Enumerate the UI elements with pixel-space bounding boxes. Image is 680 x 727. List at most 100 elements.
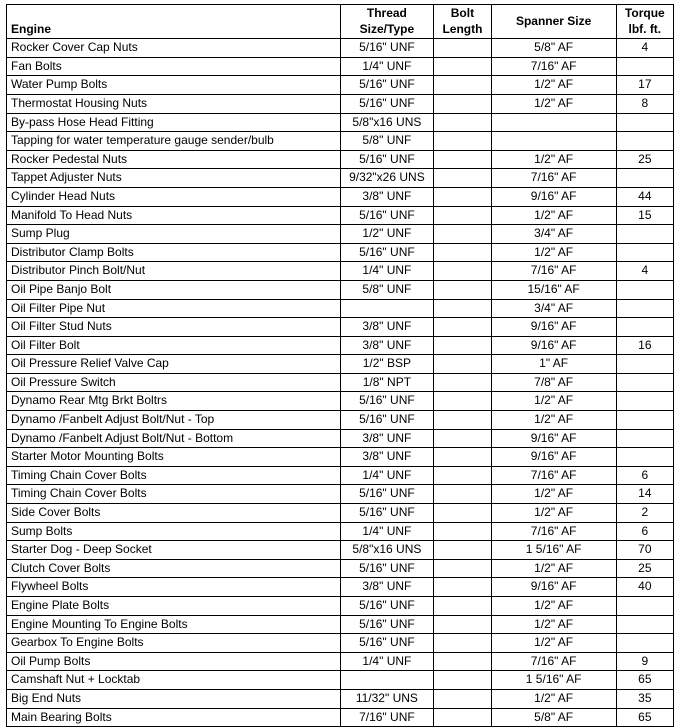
cell-engine: Dynamo Rear Mtg Brkt Boltrs — [7, 392, 341, 411]
table-row: Dynamo Rear Mtg Brkt Boltrs5/16" UNF1/2"… — [7, 392, 674, 411]
cell-bolt — [434, 355, 491, 374]
cell-thread: 5/16" UNF — [340, 504, 434, 523]
cell-engine: Fan Bolts — [7, 57, 341, 76]
col-header-thread: ThreadSize/Type — [340, 5, 434, 39]
cell-bolt — [434, 299, 491, 318]
cell-spanner: 3/4" AF — [491, 225, 616, 244]
cell-thread: 5/16" UNF — [340, 94, 434, 113]
table-row: Rocker Cover Cap Nuts5/16" UNF5/8" AF4 — [7, 39, 674, 58]
cell-bolt — [434, 243, 491, 262]
table-row: Timing Chain Cover Bolts5/16" UNF 1/2" AF… — [7, 485, 674, 504]
cell-engine: Oil Filter Pipe Nut — [7, 299, 341, 318]
table-row: Main Bearing Bolts7/16" UNF5/8" AF65 — [7, 708, 674, 727]
cell-bolt — [434, 206, 491, 225]
cell-engine: Rocker Cover Cap Nuts — [7, 39, 341, 58]
cell-spanner: 5/8" AF — [491, 39, 616, 58]
cell-spanner: 1/2" AF — [491, 76, 616, 95]
cell-engine: Camshaft Nut + Locktab — [7, 671, 341, 690]
cell-spanner: 7/16" AF — [491, 466, 616, 485]
cell-torque: 14 — [616, 485, 673, 504]
cell-spanner: 1/2" AF — [491, 485, 616, 504]
cell-torque: 6 — [616, 522, 673, 541]
cell-torque: 40 — [616, 578, 673, 597]
cell-engine: Oil Filter Bolt — [7, 336, 341, 355]
cell-thread: 7/16" UNF — [340, 708, 434, 727]
cell-thread: 1/4" UNF — [340, 57, 434, 76]
table-row: Big End Nuts11/32" UNS1/2" AF35 — [7, 689, 674, 708]
table-row: Rocker Pedestal Nuts5/16" UNF1/2" AF25 — [7, 150, 674, 169]
cell-torque — [616, 318, 673, 337]
col-header-text: Torque — [625, 6, 665, 20]
cell-spanner: 1/2" AF — [491, 504, 616, 523]
cell-engine: Timing Chain Cover Bolts — [7, 466, 341, 485]
cell-thread: 9/32"x26 UNS — [340, 169, 434, 188]
cell-spanner: 9/16" AF — [491, 448, 616, 467]
cell-bolt — [434, 504, 491, 523]
cell-engine: Sump Bolts — [7, 522, 341, 541]
cell-thread: 5/16" UNF — [340, 597, 434, 616]
cell-spanner: 1/2" AF — [491, 94, 616, 113]
cell-torque — [616, 243, 673, 262]
cell-spanner: 15/16" AF — [491, 280, 616, 299]
cell-engine: Water Pump Bolts — [7, 76, 341, 95]
cell-thread: 1/4" UNF — [340, 466, 434, 485]
cell-spanner: 9/16" AF — [491, 578, 616, 597]
cell-engine: Starter Motor Mounting Bolts — [7, 448, 341, 467]
cell-thread: 5/16" UNF — [340, 150, 434, 169]
table-row: Dynamo /Fanbelt Adjust Bolt/Nut - Bottom… — [7, 429, 674, 448]
cell-thread: 3/8" UNF — [340, 448, 434, 467]
table-row: Oil Filter Pipe Nut 3/4" AF — [7, 299, 674, 318]
cell-thread: 5/16" UNF — [340, 411, 434, 430]
cell-torque — [616, 392, 673, 411]
cell-thread: 1/2" BSP — [340, 355, 434, 374]
cell-engine: Distributor Clamp Bolts — [7, 243, 341, 262]
table-row: Sump Bolts1/4" UNF7/16" AF6 — [7, 522, 674, 541]
cell-spanner: 1/2" AF — [491, 689, 616, 708]
cell-engine: Oil Pressure Switch — [7, 373, 341, 392]
table-row: Distributor Pinch Bolt/Nut1/4" UNF7/16" … — [7, 262, 674, 281]
cell-bolt — [434, 57, 491, 76]
cell-spanner: 9/16" AF — [491, 336, 616, 355]
cell-engine: Dynamo /Fanbelt Adjust Bolt/Nut - Top — [7, 411, 341, 430]
cell-thread: 5/8"x16 UNS — [340, 113, 434, 132]
cell-bolt — [434, 671, 491, 690]
cell-engine: Timing Chain Cover Bolts — [7, 485, 341, 504]
cell-bolt — [434, 559, 491, 578]
table-row: Tappet Adjuster Nuts9/32"x26 UNS7/16" AF — [7, 169, 674, 188]
cell-spanner: 5/8" AF — [491, 708, 616, 727]
cell-torque — [616, 615, 673, 634]
cell-spanner: 1/2" AF — [491, 559, 616, 578]
col-header-spanner: Spanner Size — [491, 5, 616, 39]
cell-spanner: 1/2" AF — [491, 150, 616, 169]
cell-spanner: 3/4" AF — [491, 299, 616, 318]
cell-spanner: 7/16" AF — [491, 522, 616, 541]
cell-engine: Thermostat Housing Nuts — [7, 94, 341, 113]
table-row: By-pass Hose Head Fitting5/8"x16 UNS — [7, 113, 674, 132]
cell-torque — [616, 429, 673, 448]
cell-engine: Clutch Cover Bolts — [7, 559, 341, 578]
cell-torque: 65 — [616, 708, 673, 727]
col-header-text: Engine — [11, 22, 51, 36]
cell-bolt — [434, 541, 491, 560]
cell-engine: By-pass Hose Head Fitting — [7, 113, 341, 132]
cell-engine: Rocker Pedestal Nuts — [7, 150, 341, 169]
cell-spanner: 9/16" AF — [491, 187, 616, 206]
cell-engine: Engine Mounting To Engine Bolts — [7, 615, 341, 634]
cell-spanner: 1/2" AF — [491, 597, 616, 616]
col-header-text: Length — [442, 22, 482, 36]
cell-bolt — [434, 597, 491, 616]
table-row: Oil Pipe Banjo Bolt5/8" UNF15/16" AF — [7, 280, 674, 299]
table-row: Fan Bolts1/4" UNF7/16" AF — [7, 57, 674, 76]
cell-thread: 5/16" UNF — [340, 559, 434, 578]
col-header-text: lbf. ft. — [628, 22, 661, 36]
table-row: Engine Mounting To Engine Bolts5/16" UNF… — [7, 615, 674, 634]
cell-torque: 17 — [616, 76, 673, 95]
col-header-text: Spanner Size — [516, 14, 591, 28]
cell-thread: 5/8"x16 UNS — [340, 541, 434, 560]
cell-thread: 5/16" UNF — [340, 39, 434, 58]
cell-thread: 5/16" UNF — [340, 615, 434, 634]
cell-bolt — [434, 225, 491, 244]
cell-torque: 25 — [616, 559, 673, 578]
cell-torque — [616, 225, 673, 244]
cell-thread: 5/16" UNF — [340, 485, 434, 504]
